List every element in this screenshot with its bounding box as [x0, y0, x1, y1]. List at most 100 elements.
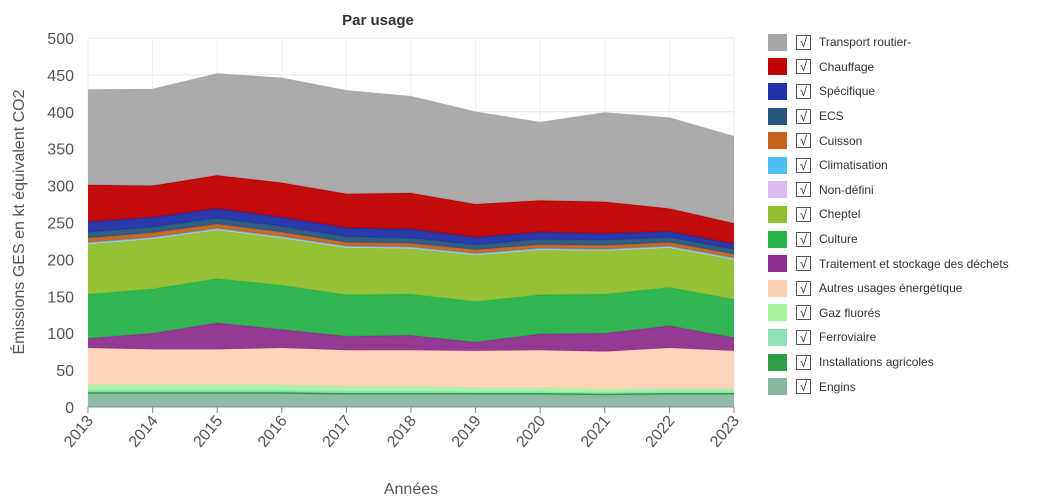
- legend-item[interactable]: √ Spécifique: [768, 79, 1038, 104]
- x-tick-label: 2013: [61, 413, 97, 451]
- legend-label: Ferroviaire: [819, 330, 877, 345]
- legend-checkbox[interactable]: √: [796, 182, 811, 198]
- y-tick-label: 450: [47, 68, 74, 85]
- legend-swatch: [768, 107, 787, 125]
- legend-swatch: [768, 156, 787, 174]
- legend-swatch: [768, 58, 787, 76]
- area-series-3[interactable]: [88, 384, 734, 393]
- y-tick-label: 150: [47, 289, 74, 306]
- legend-checkbox[interactable]: √: [796, 329, 811, 345]
- legend-item[interactable]: √ Engins: [768, 374, 1038, 399]
- legend-label: Climatisation: [819, 158, 888, 173]
- legend-swatch: [768, 33, 787, 51]
- legend-swatch: [768, 205, 787, 223]
- area-series-0[interactable]: [88, 393, 734, 407]
- legend-checkbox[interactable]: √: [796, 83, 811, 99]
- x-tick-label: 2016: [255, 413, 291, 451]
- legend-swatch: [768, 378, 787, 396]
- y-tick-labels: 0 50 100 150 200 250 300 350 400 450 500: [47, 31, 74, 417]
- legend-item[interactable]: √ Autres usages énergétique: [768, 276, 1038, 301]
- legend-checkbox[interactable]: √: [796, 354, 811, 370]
- x-tick-label: 2015: [190, 413, 226, 451]
- chart-title: Par usage: [342, 12, 414, 29]
- legend-label: Installations agricoles: [819, 355, 934, 370]
- legend-checkbox[interactable]: √: [796, 59, 811, 75]
- legend-item[interactable]: √ Ferroviaire: [768, 325, 1038, 350]
- legend-checkbox[interactable]: √: [796, 206, 811, 222]
- x-tick-labels: 2013 2014 2015 2016 2017 2018 2019 2020 2021 2022…: [61, 407, 743, 451]
- y-tick-label: 50: [56, 363, 74, 380]
- area-series-7[interactable]: [88, 229, 734, 302]
- legend-item[interactable]: √ Chauffage: [768, 55, 1038, 80]
- x-axis-title: Années: [384, 481, 438, 498]
- legend-checkbox[interactable]: √: [796, 305, 811, 321]
- legend-label: Gaz fluorés: [819, 305, 881, 320]
- x-tick-label: 2021: [578, 413, 614, 451]
- area-series-11[interactable]: [88, 218, 734, 255]
- x-tick-label: 2019: [449, 413, 485, 451]
- y-tick-label: 500: [47, 31, 74, 48]
- legend-item[interactable]: √ Gaz fluorés: [768, 301, 1038, 326]
- legend-label: Engins: [819, 379, 856, 394]
- legend-swatch: [768, 279, 787, 297]
- x-tick-label: 2014: [126, 413, 162, 451]
- legend-label: Transport routier-: [819, 35, 912, 50]
- area-series-14[interactable]: [88, 74, 734, 224]
- y-axis-title: Émissions GES en kt équivalent CO2: [9, 89, 28, 354]
- legend-swatch: [768, 181, 787, 199]
- area-series-13[interactable]: [88, 175, 734, 244]
- x-tick-label: 2023: [707, 413, 743, 451]
- y-tick-label: 100: [47, 326, 74, 343]
- x-tick-label: 2017: [320, 413, 356, 451]
- legend-label: Spécifique: [819, 84, 876, 99]
- stacked-area-chart: Par usage 0 50 100 150 200 250 300 350 400 450 500…: [9, 12, 743, 498]
- y-tick-label: 400: [47, 105, 74, 122]
- legend-item[interactable]: √ ECS: [768, 104, 1038, 129]
- legend-label: Cheptel: [819, 207, 861, 222]
- legend-item[interactable]: √ Transport routier-: [768, 30, 1038, 55]
- area-series-4[interactable]: [88, 348, 734, 390]
- y-tick-label: 200: [47, 252, 74, 269]
- legend-swatch: [768, 82, 787, 100]
- y-tick-label: 0: [65, 400, 74, 417]
- y-tick-label: 350: [47, 142, 74, 159]
- legend-item[interactable]: √ Cheptel: [768, 202, 1038, 227]
- legend-checkbox[interactable]: √: [796, 133, 811, 149]
- x-tick-label: 2020: [513, 413, 549, 451]
- area-series-5[interactable]: [88, 322, 734, 352]
- legend-checkbox[interactable]: √: [796, 157, 811, 173]
- legend-checkbox[interactable]: √: [796, 108, 811, 124]
- legend-item[interactable]: √ Non-défini: [768, 178, 1038, 203]
- legend-item[interactable]: √ Traitement et stockage des déchets: [768, 251, 1038, 276]
- legend-checkbox[interactable]: √: [796, 34, 811, 50]
- legend-label: ECS: [819, 109, 844, 124]
- legend-label: Non-défini: [819, 182, 874, 197]
- legend-label: Culture: [819, 232, 858, 247]
- legend-swatch: [768, 132, 787, 150]
- legend-label: Chauffage: [819, 59, 875, 74]
- legend-swatch: [768, 304, 787, 322]
- series-line-14: [87, 73, 735, 138]
- legend-item[interactable]: √ Cuisson: [768, 128, 1038, 153]
- legend-label: Autres usages énergétique: [819, 281, 963, 296]
- legend-swatch: [768, 230, 787, 248]
- legend-checkbox[interactable]: √: [796, 280, 811, 296]
- legend-checkbox[interactable]: √: [796, 379, 811, 395]
- chart-legend: √ Transport routier- √ Chauffage √ Spécifique…: [768, 30, 1038, 399]
- legend-label: Cuisson: [819, 133, 863, 148]
- legend-item[interactable]: √ Installations agricoles: [768, 350, 1038, 375]
- legend-checkbox[interactable]: √: [796, 256, 811, 272]
- legend-label: Traitement et stockage des déchets: [819, 256, 1009, 271]
- legend-swatch: [768, 353, 787, 371]
- x-tick-label: 2022: [643, 413, 679, 451]
- legend-item[interactable]: √ Culture: [768, 227, 1038, 252]
- legend-item[interactable]: √ Climatisation: [768, 153, 1038, 178]
- x-tick-label: 2018: [384, 413, 420, 451]
- y-tick-label: 300: [47, 179, 74, 196]
- legend-swatch: [768, 328, 787, 346]
- legend-swatch: [768, 255, 787, 273]
- area-series-12[interactable]: [88, 208, 734, 250]
- area-series: [87, 73, 735, 407]
- y-tick-label: 250: [47, 216, 74, 233]
- legend-checkbox[interactable]: √: [796, 231, 811, 247]
